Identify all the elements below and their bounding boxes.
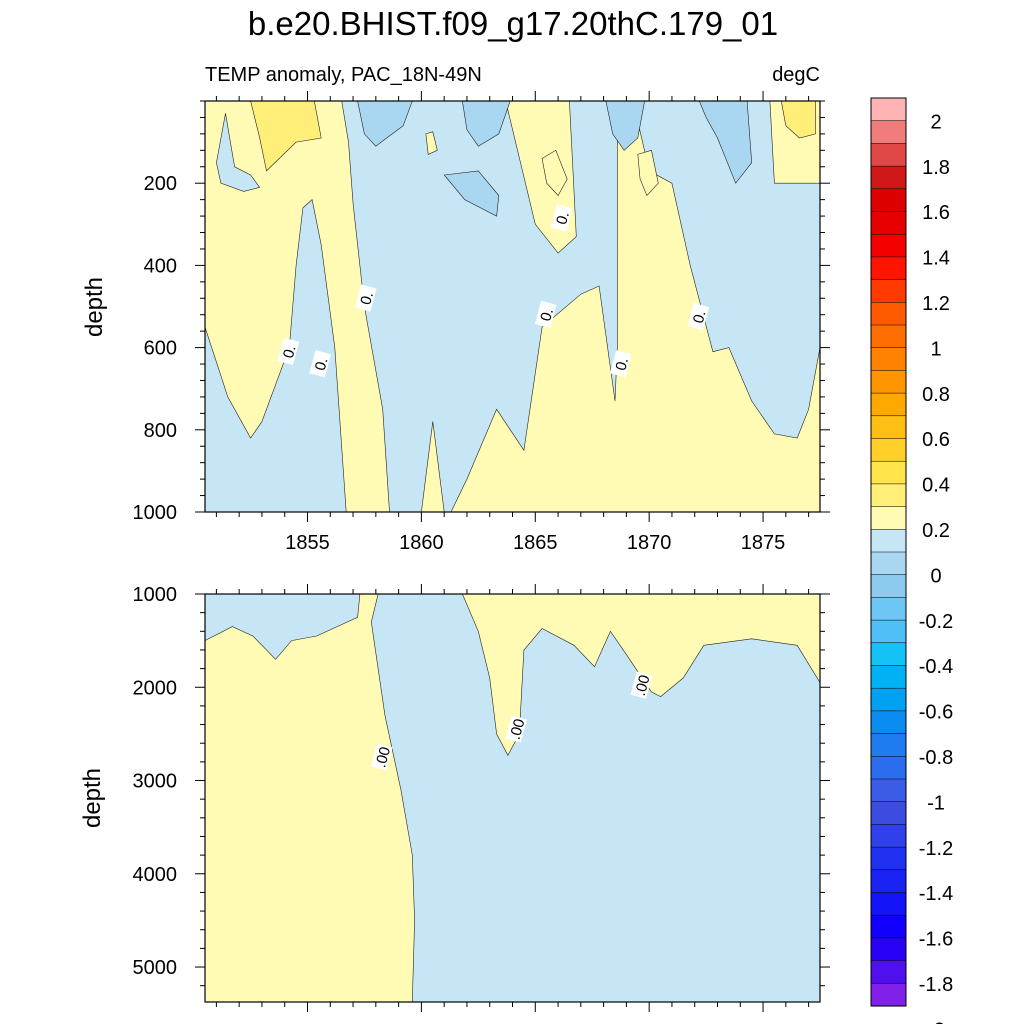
colorbar-swatch <box>871 847 906 870</box>
colorbar-swatch <box>871 461 906 484</box>
colorbar-swatch <box>871 620 906 643</box>
colorbar-swatch <box>871 915 906 938</box>
colorbar-label: 0.2 <box>922 520 950 542</box>
colorbar-swatch <box>871 802 906 825</box>
colorbar-swatch <box>871 370 906 393</box>
colorbar-swatch <box>871 302 906 325</box>
colorbar-label: 2 <box>930 111 941 133</box>
colorbar-swatch <box>871 756 906 779</box>
colorbar: 2 1.8 1.6 1.4 1.2 1 0.8 0.6 0.4 0.2 0 -0.2 -0.4 -0.6 -… <box>871 98 953 1024</box>
upper-y-axis-label: depth <box>81 277 108 337</box>
colorbar-swatch <box>871 280 906 303</box>
colorbar-label: 0.8 <box>922 384 950 406</box>
y-tick-label: 800 <box>144 420 177 442</box>
colorbar-swatch <box>871 575 906 598</box>
y-tick-label: 3000 <box>133 771 178 793</box>
colorbar-swatch <box>871 143 906 166</box>
chart-title: b.e20.BHIST.f09_g17.20thC.179_01 <box>248 5 778 42</box>
x-tick-label: 1870 <box>627 532 672 554</box>
colorbar-label: -1 <box>927 792 945 814</box>
colorbar-swatch <box>871 257 906 280</box>
x-tick-label: 1875 <box>741 532 786 554</box>
colorbar-swatch <box>871 779 906 802</box>
colorbar-swatch <box>871 189 906 212</box>
colorbar-swatch <box>871 688 906 711</box>
colorbar-label: 0.6 <box>922 429 950 451</box>
colorbar-label: -1.8 <box>919 974 953 996</box>
colorbar-swatch <box>871 983 906 1006</box>
colorbar-label: -1.4 <box>919 883 953 905</box>
lower-panel: .00.00.0010002000300040005000 <box>133 584 831 1012</box>
colorbar-swatch <box>871 643 906 666</box>
colorbar-swatch <box>871 552 906 575</box>
colorbar-label: 0 <box>930 565 941 587</box>
x-tick-label: 1865 <box>513 532 558 554</box>
colorbar-label: -2 <box>927 1019 945 1024</box>
colorbar-swatch <box>871 597 906 620</box>
colorbar-swatch <box>871 938 906 961</box>
colorbar-label: -1.2 <box>919 838 953 860</box>
colorbar-label: 1.6 <box>922 202 950 224</box>
y-tick-label: 4000 <box>133 864 178 886</box>
colorbar-swatch <box>871 529 906 552</box>
colorbar-label: 1.2 <box>922 293 950 315</box>
contour-fills <box>205 101 820 512</box>
y-tick-label: 1000 <box>133 584 178 606</box>
colorbar-label: -1.6 <box>919 929 953 951</box>
y-tick-label: 200 <box>144 173 177 195</box>
chart-subtitle-units: degC <box>772 64 820 86</box>
colorbar-swatch <box>871 961 906 984</box>
colorbar-swatch <box>871 234 906 257</box>
colorbar-label: -0.4 <box>919 656 953 678</box>
y-tick-label: 400 <box>144 255 177 277</box>
y-tick-label: 5000 <box>133 957 178 979</box>
colorbar-swatch <box>871 212 906 235</box>
colorbar-label: 1 <box>930 338 941 360</box>
colorbar-swatch <box>871 734 906 757</box>
colorbar-swatch <box>871 666 906 689</box>
colorbar-swatch <box>871 711 906 734</box>
upper-panel: 0. 0. 0. 0. 0. 0. 0. 1855 1860 1865 1870 1875 200 400… <box>133 91 831 554</box>
colorbar-label: 1.4 <box>922 248 950 270</box>
colorbar-swatch <box>871 484 906 507</box>
x-tick-label: 1855 <box>285 532 330 554</box>
colorbar-swatch <box>871 439 906 462</box>
colorbar-swatch <box>871 824 906 847</box>
colorbar-swatch <box>871 416 906 439</box>
colorbar-label: -0.6 <box>919 702 953 724</box>
colorbar-label: -0.2 <box>919 611 953 633</box>
colorbar-label: 0.4 <box>922 475 950 497</box>
contour-fills <box>205 594 820 1002</box>
colorbar-swatch <box>871 893 906 916</box>
chart-subtitle-variable: TEMP anomaly, PAC_18N-49N <box>205 64 482 86</box>
y-tick-label: 2000 <box>133 677 178 699</box>
lower-y-axis-label: depth <box>79 768 106 828</box>
y-tick-label: 1000 <box>133 502 178 524</box>
colorbar-swatch <box>871 166 906 189</box>
colorbar-swatch <box>871 325 906 348</box>
y-tick-label: 600 <box>144 338 177 360</box>
colorbar-swatch <box>871 393 906 416</box>
colorbar-swatch <box>871 507 906 530</box>
colorbar-swatch <box>871 348 906 371</box>
x-tick-label: 1860 <box>399 532 444 554</box>
colorbar-label: -0.8 <box>919 747 953 769</box>
colorbar-label: 1.8 <box>922 157 950 179</box>
colorbar-swatch <box>871 121 906 144</box>
colorbar-swatch <box>871 98 906 121</box>
colorbar-swatch <box>871 870 906 893</box>
